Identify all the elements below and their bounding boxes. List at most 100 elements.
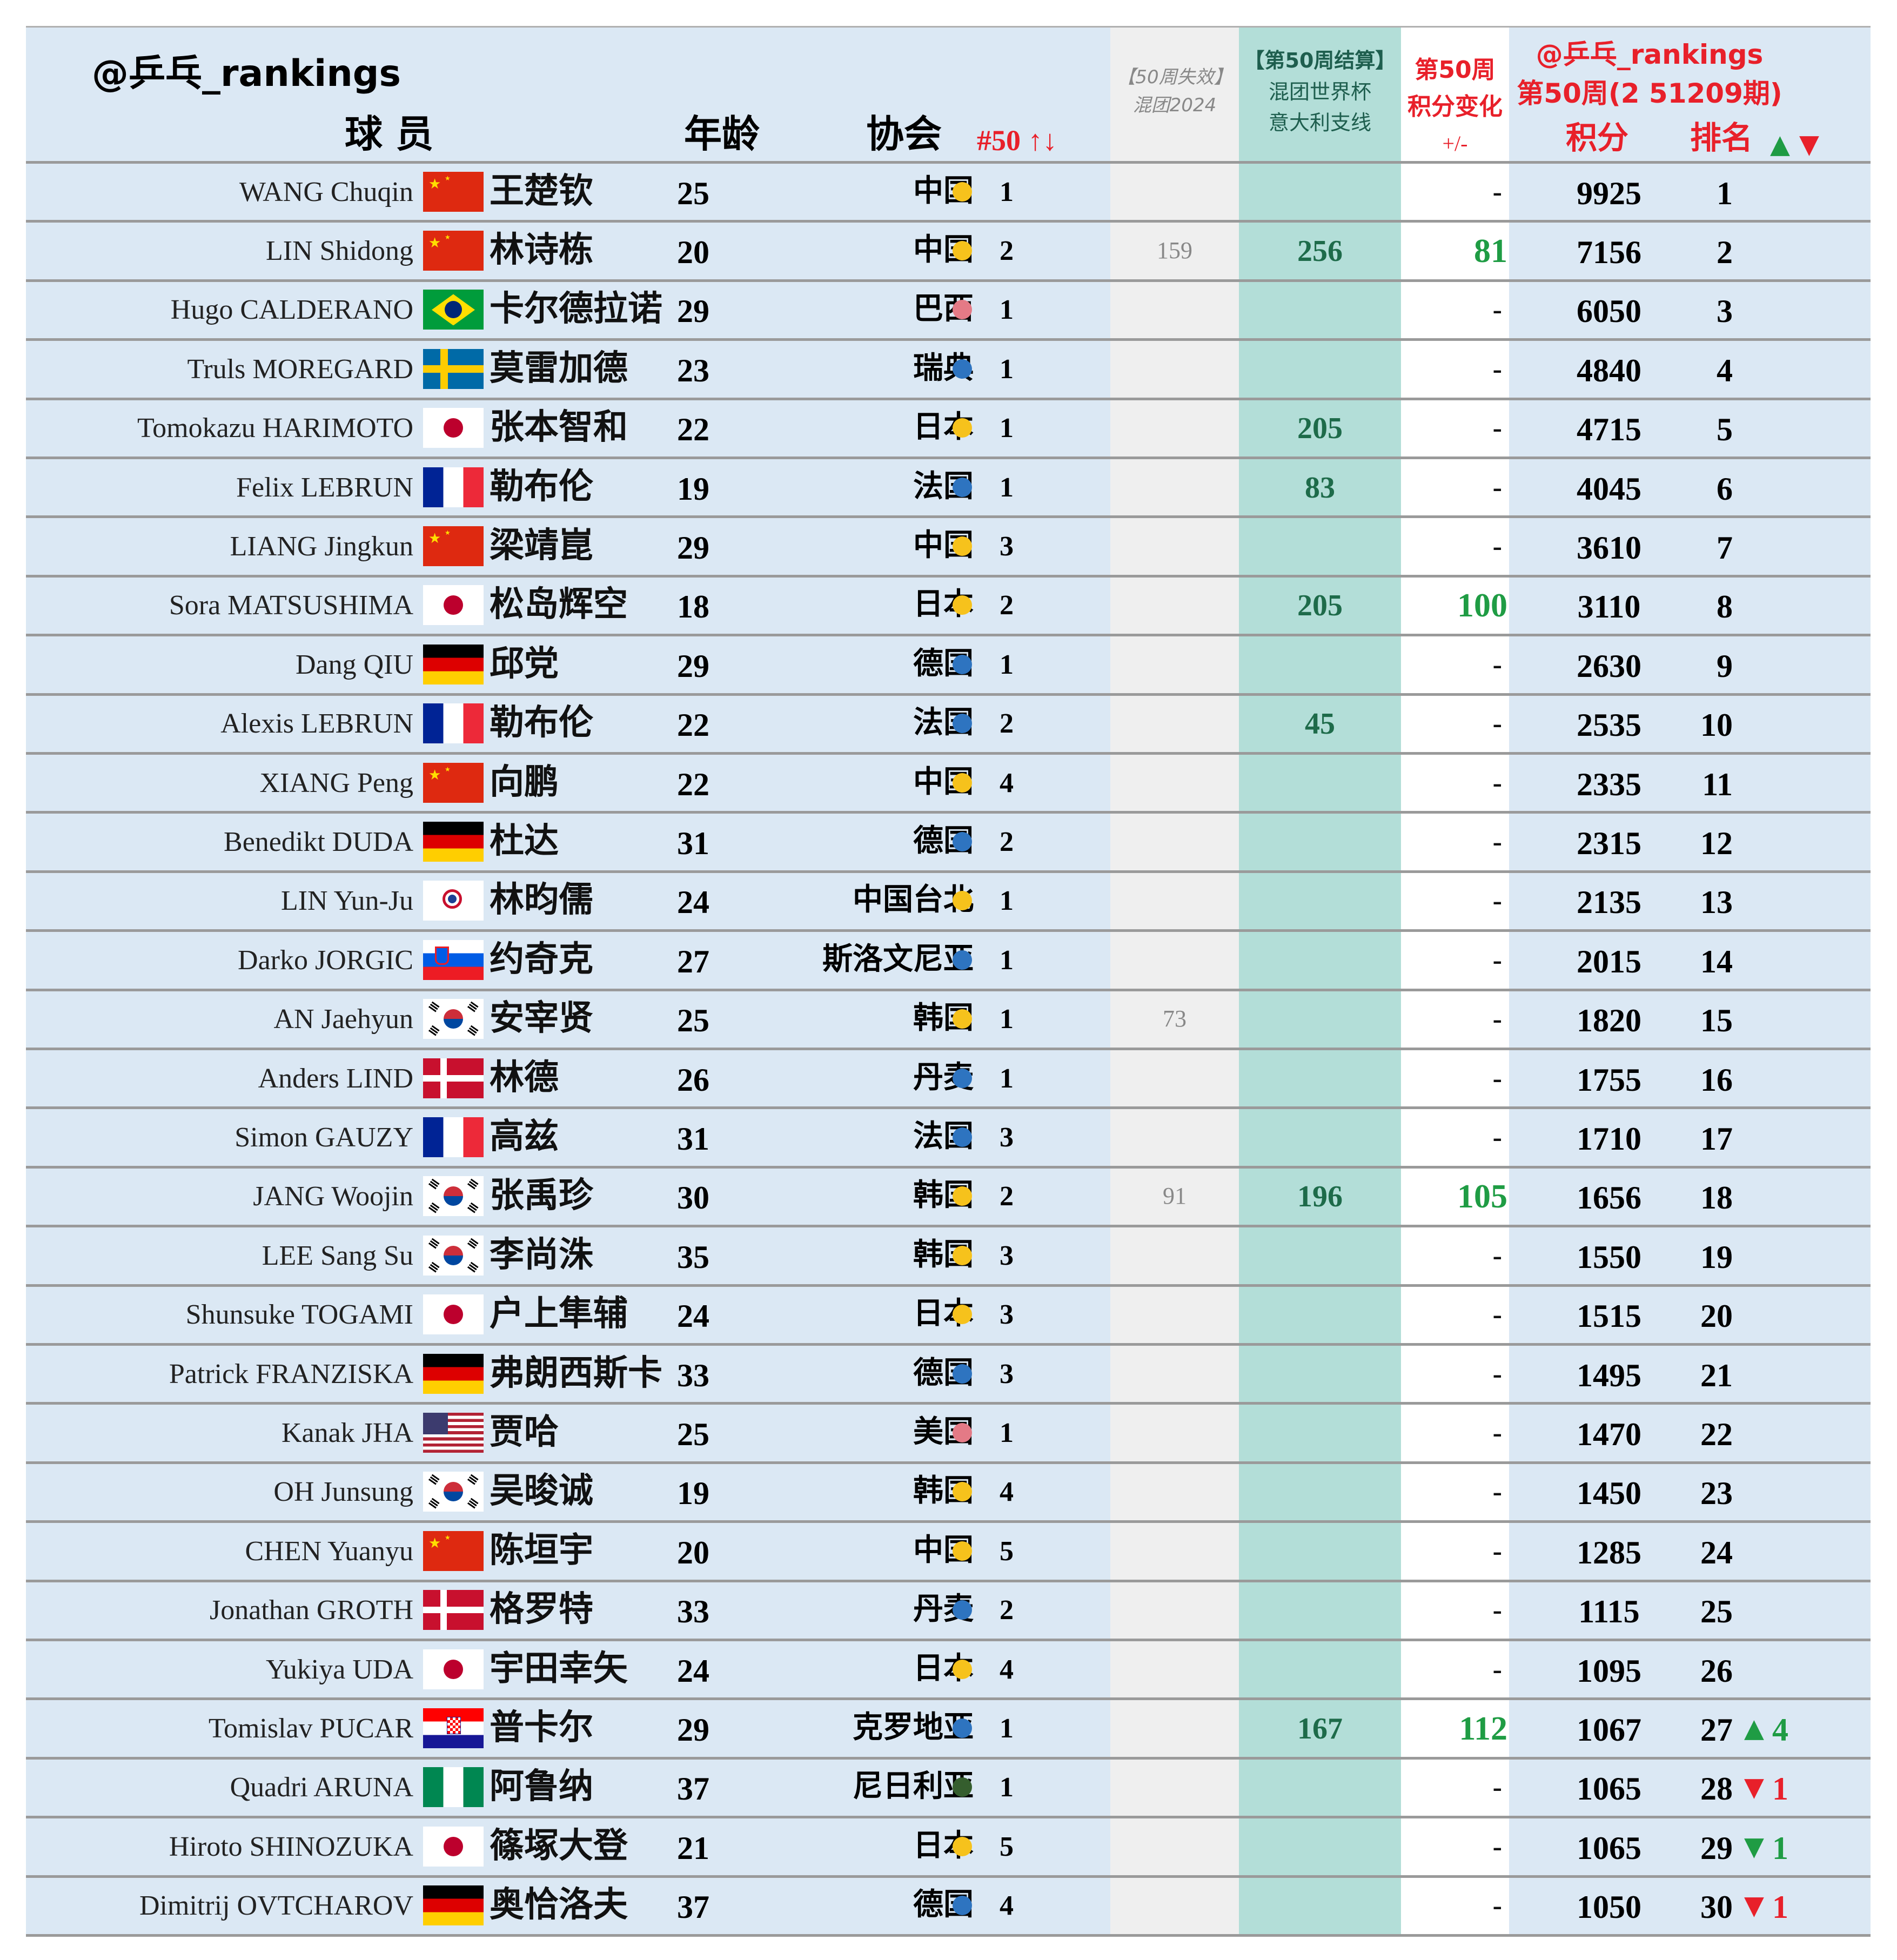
player-english-name: Benedikt DUDA — [224, 827, 413, 858]
flag-trigram — [428, 1474, 440, 1486]
rank-value: 19 — [1700, 1239, 1733, 1275]
flag-globe — [445, 301, 462, 319]
rank-up-icon: ▲ — [1744, 1713, 1764, 1744]
settle-header-line3: 意大利支线 — [1268, 111, 1371, 135]
points-change: 105 — [1457, 1178, 1507, 1216]
association-dot — [953, 300, 972, 320]
player-age: 37 — [677, 1771, 709, 1807]
player-english-name: CHEN Yuanyu — [245, 1535, 414, 1567]
points-change: - — [1492, 1595, 1502, 1626]
points-change: - — [1492, 885, 1502, 917]
row-divider — [26, 1934, 1871, 1937]
total-points: 2535 — [1577, 707, 1641, 743]
player-age: 22 — [677, 766, 709, 802]
player-age: 18 — [677, 589, 709, 625]
total-points: 1820 — [1577, 1003, 1641, 1039]
points-change: - — [1492, 1063, 1502, 1094]
national-rank: 1 — [1000, 1713, 1014, 1744]
korea-flag — [423, 1176, 484, 1217]
table-row: OH Junsung 吴晙诚 19 韩国 4-1450 23 — [26, 1462, 1871, 1521]
table-row: JANG Woojin 张禹珍 30 韩国 2 91 196 105 1656 18 — [26, 1167, 1871, 1226]
national-rank: 1 — [1000, 413, 1014, 444]
player-chinese-name: 王楚钦 — [490, 171, 593, 211]
total-points: 1470 — [1577, 1417, 1641, 1453]
national-rank: 2 — [1000, 590, 1014, 621]
japan-flag — [423, 1649, 484, 1689]
flag-trigram — [467, 1179, 479, 1190]
player-age: 25 — [677, 1003, 709, 1039]
table-row: LIN Shidong ★ ★ 林诗栋 20 中国 2 159 256 81 7156 2 — [26, 221, 1871, 280]
rank-value: 3 — [1717, 293, 1733, 330]
flag-star: ★ — [428, 176, 441, 192]
player-chinese-name: 弗朗西斯卡 — [490, 1353, 662, 1393]
player-english-name: LEE Sang Su — [262, 1240, 413, 1271]
flag-trigram — [467, 1203, 479, 1214]
usa-flag — [423, 1413, 484, 1453]
national-rank: 2 — [1000, 1595, 1014, 1626]
row-divider — [26, 457, 1871, 459]
total-points: 3610 — [1577, 530, 1641, 566]
change-header-line1: 第50周 — [1415, 56, 1496, 84]
player-chinese-name: 宇田幸矢 — [490, 1648, 628, 1689]
player-english-name: LIN Shidong — [266, 236, 413, 267]
settled-points: 45 — [1305, 707, 1335, 741]
association-dot — [953, 1777, 972, 1797]
rank-movement: 4 — [1772, 1712, 1788, 1748]
national-rank: 1 — [1000, 885, 1014, 917]
player-chinese-name: 邱党 — [490, 643, 559, 684]
total-points: 1515 — [1577, 1298, 1641, 1334]
player-age: 19 — [677, 1475, 709, 1512]
flag-sun — [444, 595, 463, 615]
row-divider — [26, 1225, 1871, 1228]
player-age: 25 — [677, 175, 709, 211]
player-age: 20 — [677, 234, 709, 271]
national-rank: 3 — [1000, 1358, 1014, 1390]
total-points: 4715 — [1577, 412, 1641, 448]
table-row: Shunsuke TOGAMI 户上隼辅 24 日本 3-1515 20 — [26, 1285, 1871, 1344]
row-divider — [26, 1579, 1871, 1582]
national-rank: 1 — [1000, 294, 1014, 326]
total-points: 1656 — [1577, 1180, 1641, 1216]
points-change: - — [1492, 353, 1502, 385]
total-points: 3110 — [1577, 589, 1641, 625]
player-chinese-name: 梁靖崑 — [490, 526, 593, 566]
total-points: 1710 — [1577, 1121, 1641, 1157]
player-chinese-name: 吴晙诚 — [490, 1471, 593, 1512]
flag-trigram — [428, 1261, 440, 1273]
player-age: 24 — [677, 1298, 709, 1334]
points-change: - — [1492, 1831, 1502, 1862]
flag-sun — [444, 418, 463, 438]
flag-trigram — [467, 1025, 479, 1037]
settled-points: 83 — [1305, 471, 1335, 505]
row-divider — [26, 988, 1871, 991]
korea-flag — [423, 1235, 484, 1276]
table-row: LIANG Jingkun ★ ★ 梁靖崑 29 中国 3-3610 7 — [26, 516, 1871, 575]
col-points-header: 积分 — [1566, 119, 1629, 156]
flag-taeguk — [444, 1186, 463, 1206]
flag-trigram — [428, 1001, 440, 1013]
total-header-line1: @乒乓_rankings — [1536, 39, 1764, 70]
player-age: 29 — [677, 293, 709, 330]
japan-flag — [423, 1826, 484, 1867]
flag-sun — [444, 1305, 463, 1325]
row-divider — [26, 279, 1871, 282]
rank-down-icon: ▼ — [1744, 1890, 1764, 1921]
rank-down-icon: ▼ — [1799, 129, 1819, 159]
national-rank: 1 — [1000, 1063, 1014, 1094]
flag-trigram — [428, 1025, 440, 1037]
table-top-border — [26, 26, 1871, 28]
player-english-name: OH Junsung — [273, 1476, 413, 1508]
korea-flag — [423, 999, 484, 1039]
japan-flag — [423, 1294, 484, 1335]
denmark-flag — [423, 1058, 484, 1098]
national-rank: 2 — [1000, 827, 1014, 858]
japan-flag — [423, 408, 484, 448]
row-divider — [26, 1697, 1871, 1701]
total-points: 1095 — [1577, 1653, 1641, 1689]
player-age: 22 — [677, 707, 709, 743]
player-english-name: Simon GAUZY — [234, 1122, 413, 1153]
rank-down-icon: ▼ — [1744, 1772, 1764, 1803]
flag-star: ★ — [428, 235, 441, 252]
association-dot — [953, 477, 972, 497]
points-change: - — [1492, 413, 1502, 444]
